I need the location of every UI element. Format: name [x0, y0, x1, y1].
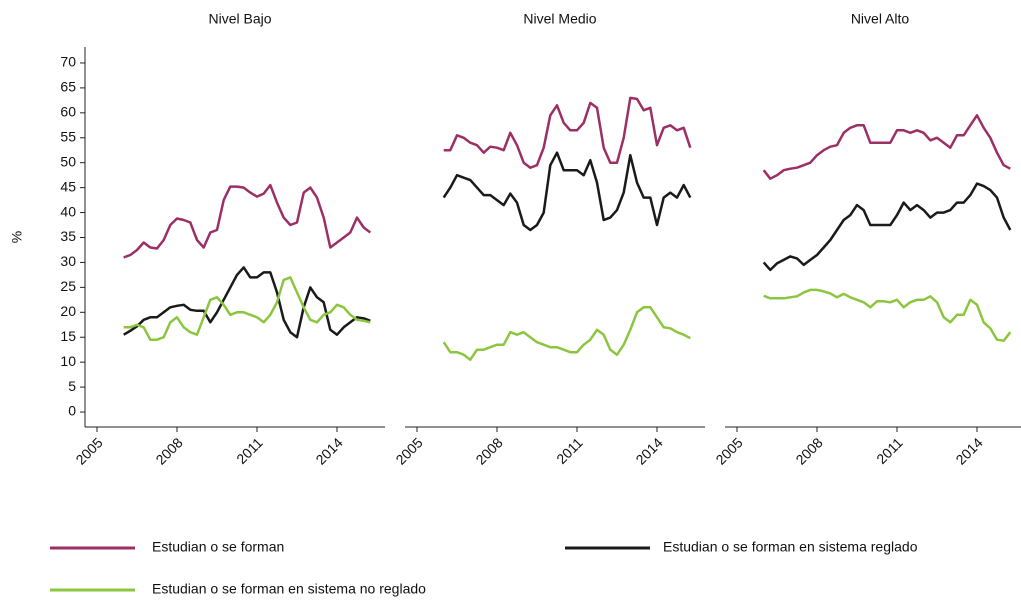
series-line — [763, 288, 1012, 342]
series-line — [443, 96, 692, 169]
x-tick-label: 2005 — [72, 434, 105, 467]
x-tick-label: 2005 — [712, 434, 745, 467]
x-tick-label: 2014 — [312, 434, 345, 467]
panel-title: Nivel Alto — [851, 11, 910, 27]
series-line — [442, 151, 692, 232]
y-tick-label: 30 — [60, 253, 76, 269]
series-line — [762, 182, 1012, 272]
y-tick-label: 60 — [60, 104, 76, 120]
y-tick-label: 25 — [60, 278, 76, 294]
y-tick-label: 50 — [60, 153, 76, 169]
x-tick-label: 2005 — [392, 434, 425, 467]
series-line — [442, 306, 691, 361]
panel-title: Nivel Medio — [523, 11, 596, 27]
x-tick-label: 2011 — [553, 434, 586, 467]
x-tick-label: 2008 — [792, 434, 825, 467]
y-tick-label: 15 — [60, 328, 76, 344]
x-tick-label: 2014 — [952, 434, 985, 467]
y-tick-label: 20 — [60, 303, 76, 319]
y-tick-label: 55 — [60, 128, 76, 144]
y-tick-label: 0 — [68, 403, 76, 419]
y-tick-label: 65 — [60, 79, 76, 95]
series-line — [123, 183, 372, 259]
y-tick-label: 35 — [60, 228, 76, 244]
y-tick-label: 40 — [60, 203, 76, 219]
panel-title: Nivel Bajo — [208, 11, 271, 27]
series-line — [762, 114, 1011, 180]
x-tick-label: 2014 — [632, 434, 665, 467]
x-tick-label: 2011 — [233, 434, 266, 467]
x-tick-label: 2008 — [472, 434, 505, 467]
series-line — [123, 266, 371, 339]
series-line — [123, 276, 371, 341]
y-tick-label: 45 — [60, 178, 76, 194]
legend-label: Estudian o se forman en sistema no regla… — [152, 581, 426, 597]
y-tick-label: 70 — [60, 54, 76, 70]
y-tick-label: 10 — [60, 353, 76, 369]
y-axis-label: % — [9, 231, 25, 243]
legend-label: Estudian o se forman en sistema reglado — [663, 539, 918, 555]
x-tick-label: 2008 — [152, 434, 185, 467]
y-tick-label: 5 — [68, 378, 76, 394]
x-tick-label: 2011 — [873, 434, 906, 467]
legend-label: Estudian o se forman — [152, 539, 284, 555]
